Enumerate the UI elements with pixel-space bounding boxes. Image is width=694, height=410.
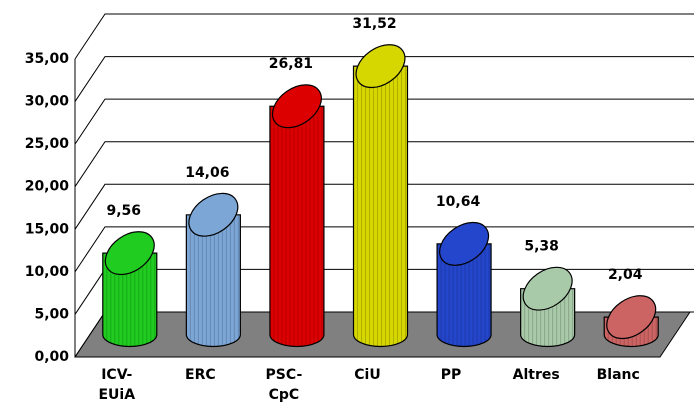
grid-line xyxy=(74,183,694,230)
value-label: 31,52 xyxy=(352,16,396,32)
y-tick-label: 35,00 xyxy=(25,51,70,67)
y-tick-label: 15,00 xyxy=(25,221,70,237)
grid-line xyxy=(74,98,694,145)
bar-top xyxy=(271,84,322,129)
x-tick-label: PP xyxy=(440,367,462,383)
x-tick-label: ERC xyxy=(185,367,216,383)
grid-line xyxy=(74,56,694,102)
bar-top xyxy=(522,266,573,311)
value-label: 2,04 xyxy=(608,267,643,283)
x-tick-label: Altres xyxy=(512,367,560,383)
grid-line xyxy=(74,141,694,187)
cylinder xyxy=(269,84,325,348)
bar-top xyxy=(104,231,155,276)
y-tick-label: 5,00 xyxy=(34,306,69,322)
bar xyxy=(352,65,409,348)
bar xyxy=(269,105,325,348)
bar-top xyxy=(188,192,239,237)
value-label: 10,64 xyxy=(436,194,481,210)
grid-line xyxy=(74,226,694,273)
grid-line xyxy=(74,13,694,60)
bar-top xyxy=(606,295,657,340)
value-label: 5,38 xyxy=(524,239,559,255)
cylinder xyxy=(436,221,492,348)
cylinder xyxy=(352,44,409,348)
y-tick-label: 25,00 xyxy=(25,136,70,152)
value-label: 26,81 xyxy=(269,56,313,72)
cylinder xyxy=(102,231,158,348)
cylinder xyxy=(185,192,241,348)
bar xyxy=(102,252,158,348)
x-tick-label: CiU xyxy=(354,367,381,383)
bar-top xyxy=(439,221,490,266)
x-tick-label: ICV-EUiA xyxy=(98,367,136,403)
value-label: 14,06 xyxy=(185,165,229,181)
bar xyxy=(185,214,241,348)
y-tick-label: 20,00 xyxy=(25,179,70,195)
y-tick-label: 0,00 xyxy=(34,349,69,365)
y-tick-label: 30,00 xyxy=(25,94,70,110)
x-tick-label: PSC-CpC xyxy=(265,367,303,403)
bar xyxy=(436,243,492,348)
value-label: 9,56 xyxy=(107,203,142,219)
cylinder xyxy=(520,266,576,348)
bar-top xyxy=(355,44,406,89)
y-tick-label: 10,00 xyxy=(25,264,70,280)
x-tick-label: Blanc xyxy=(596,367,640,383)
cylinder xyxy=(603,295,659,348)
